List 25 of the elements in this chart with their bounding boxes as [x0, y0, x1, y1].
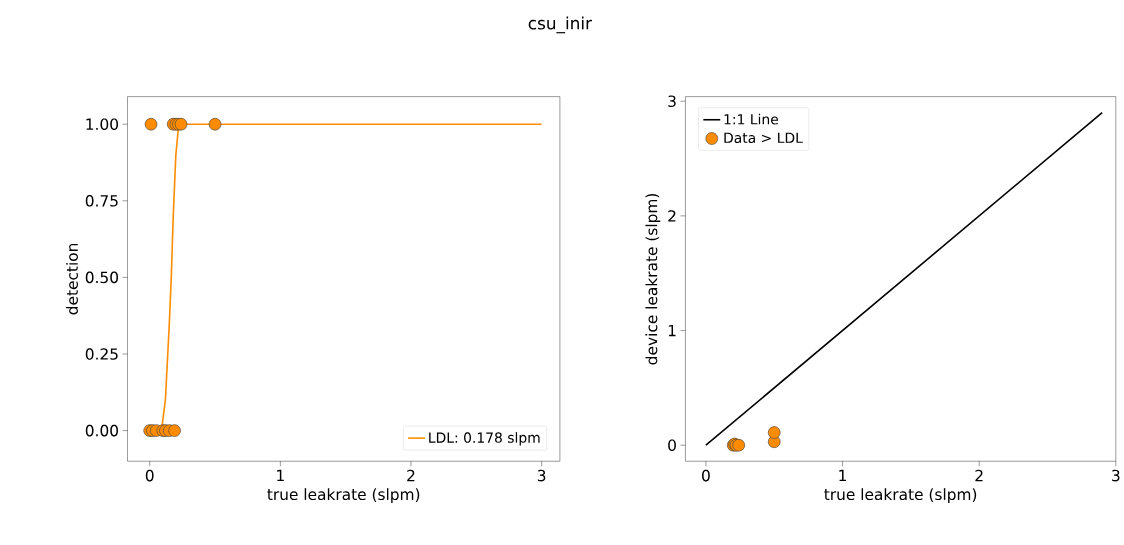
x-axis-title: true leakrate (slpm): [824, 488, 977, 504]
x-tick-label: 0: [702, 469, 710, 482]
y-tick-label: 0.50: [85, 271, 118, 284]
y-tick-label: 0.00: [85, 424, 118, 437]
x-tick-label: 3: [537, 469, 546, 482]
legend-label: Data > LDL: [724, 132, 803, 144]
y-axis-title: detection: [66, 243, 78, 315]
y-tick-label: 0.25: [85, 348, 118, 360]
y-axis-title: device leakrate (slpm): [645, 193, 661, 365]
y-tick-label: 0.75: [85, 195, 118, 207]
y-tick-label: 1: [668, 324, 676, 337]
legend-label: LDL: 0.178 slpm: [429, 432, 540, 446]
y-tick-label: 2: [668, 210, 676, 222]
y-tick-label: 1.00: [86, 118, 118, 131]
x-tick-label: 2: [975, 469, 983, 482]
legend-label: 1:1 Line: [724, 113, 779, 125]
y-tick-label: 0: [668, 439, 676, 452]
x-tick-label: 2: [407, 469, 415, 482]
y-tick-label: 3: [668, 95, 676, 108]
x-tick-label: 1: [839, 469, 847, 481]
x-tick-label: 3: [1112, 469, 1120, 482]
x-tick-label: 1: [277, 469, 284, 481]
chart-title: csu_inir: [528, 16, 593, 34]
x-tick-label: 0: [145, 469, 154, 482]
x-axis-title: true leakrate (slpm): [267, 488, 420, 504]
